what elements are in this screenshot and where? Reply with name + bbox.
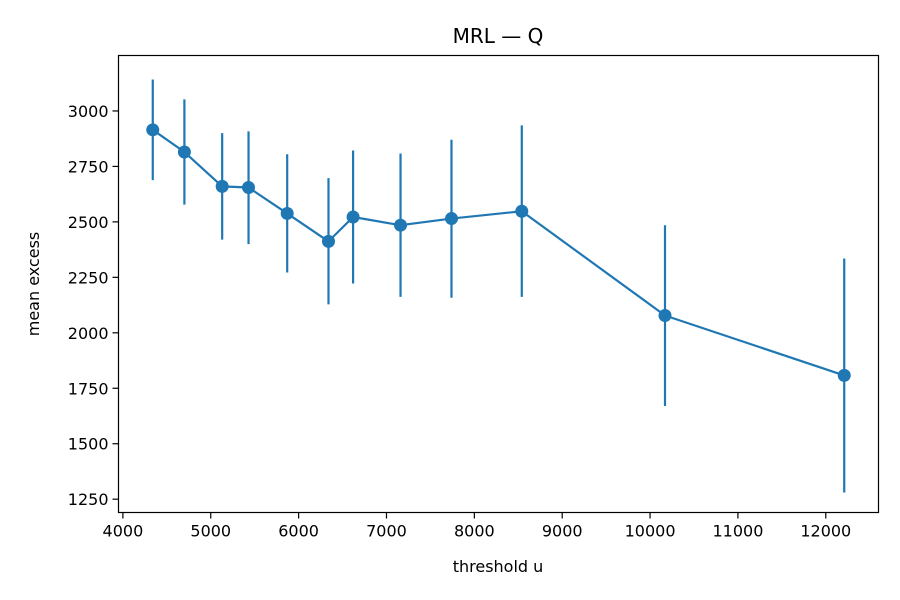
- y-axis-label: mean excess: [24, 232, 43, 337]
- plot-frame: [117, 54, 880, 514]
- y-tick-label: 2750: [68, 157, 109, 176]
- data-point: [658, 309, 672, 323]
- data-point: [242, 180, 256, 194]
- data-point: [321, 234, 335, 248]
- data-point: [215, 179, 229, 193]
- y-tick-label: 1750: [68, 379, 109, 398]
- x-tick-label: 11000: [712, 522, 763, 541]
- x-axis-label: threshold u: [453, 557, 544, 576]
- y-tick-label: 1250: [68, 490, 109, 509]
- ticks-layer: 4000 5000 6000 7000 8000 9000 10000 11000 12000 1…: [68, 102, 851, 541]
- plot-layer: [146, 79, 851, 493]
- x-tick-label: 9000: [542, 522, 583, 541]
- y-tick-label: 1500: [68, 435, 109, 454]
- x-tick-label: 12000: [800, 522, 851, 541]
- data-point: [515, 204, 529, 218]
- y-tick-label: 2250: [68, 268, 109, 287]
- x-tick-label: 10000: [625, 522, 676, 541]
- data-point: [346, 210, 360, 224]
- y-tick-label: 2500: [68, 213, 109, 232]
- data-point: [280, 206, 294, 220]
- chart-title: MRL — Q: [453, 24, 544, 48]
- y-tick-label: 3000: [68, 102, 109, 121]
- data-point: [394, 218, 408, 232]
- x-tick-label: 6000: [278, 522, 319, 541]
- y-tick-label: 2000: [68, 324, 109, 343]
- x-tick-label: 4000: [103, 522, 144, 541]
- data-point: [444, 212, 458, 226]
- x-tick-label: 5000: [190, 522, 231, 541]
- data-point: [837, 368, 851, 382]
- series-line: [152, 128, 845, 377]
- x-tick-label: 8000: [454, 522, 495, 541]
- data-point: [146, 123, 160, 137]
- data-point: [177, 145, 191, 159]
- x-tick-label: 7000: [366, 522, 407, 541]
